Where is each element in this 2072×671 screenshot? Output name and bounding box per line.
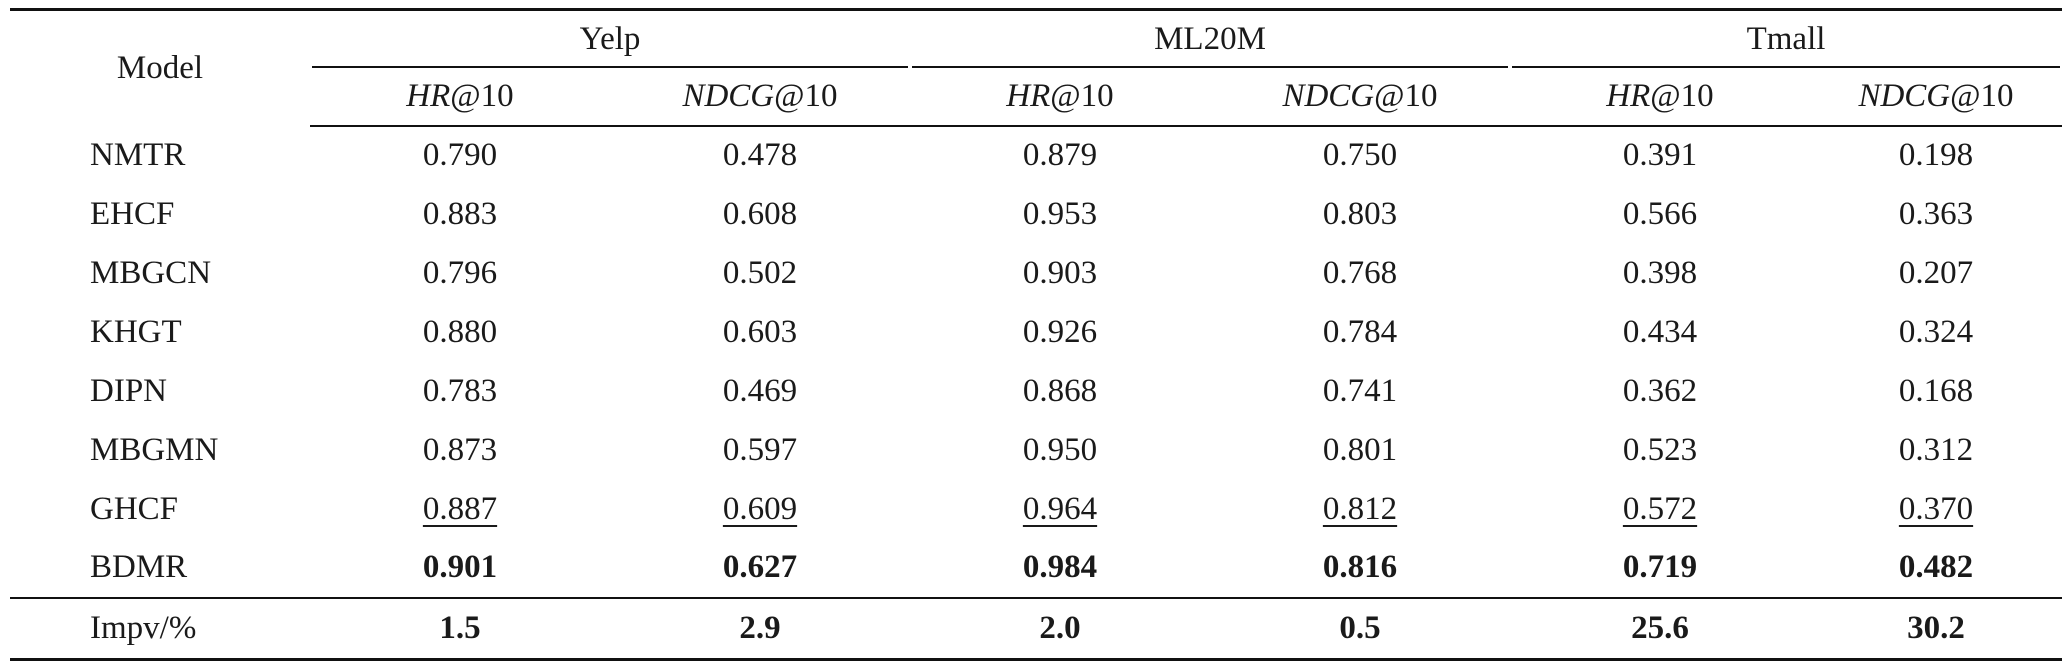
results-table: Model Yelp ML20M Tmall HR@10 NDCG@10 HR@10… <box>10 8 2062 661</box>
improvement-value: 2.9 <box>610 596 910 661</box>
table-cell: 0.796 <box>422 254 498 291</box>
table-cell: 0.482 <box>1898 549 1974 585</box>
table-cell: 0.627 <box>722 549 798 585</box>
dataset-header-tmall: Tmall <box>1510 8 2062 69</box>
table-body: NMTR 0.790 0.478 0.879 0.750 0.391 0.198 EHCF 0.… <box>10 126 2062 661</box>
table-cell: 0.207 <box>1898 254 1974 291</box>
table-cell: 0.572 <box>1622 490 1698 527</box>
table-cell: 0.603 <box>722 313 798 350</box>
table-cell: 0.868 <box>1022 372 1098 409</box>
table-cell: 0.502 <box>722 254 798 291</box>
dataset-header-row: Model Yelp ML20M Tmall <box>10 8 2062 126</box>
model-name: NMTR <box>90 136 186 173</box>
table-cell: 0.608 <box>722 195 798 232</box>
model-name: KHGT <box>90 313 182 350</box>
model-name: GHCF <box>90 490 179 527</box>
table-cell: 0.883 <box>422 195 498 232</box>
table-cell: 0.363 <box>1898 195 1974 232</box>
model-name: MBGMN <box>90 431 219 468</box>
dataset-header-ml20m: ML20M <box>910 8 1510 69</box>
metric-header: HR@10 <box>310 67 610 127</box>
table-cell: 0.879 <box>1022 137 1098 173</box>
metric-header-row: HR@10 NDCG@10 HR@10 NDCG@10 HR@10 NDCG@10 <box>10 67 2062 127</box>
table-cell: 0.597 <box>722 431 798 468</box>
improvement-value: 25.6 <box>1510 596 1810 661</box>
table-cell: 0.901 <box>422 549 498 585</box>
model-name: DIPN <box>90 372 168 409</box>
table-cell: 0.741 <box>1322 372 1398 409</box>
metric-header: HR@10 <box>910 67 1210 127</box>
table-cell: 0.816 <box>1322 549 1398 585</box>
improvement-value: 2.0 <box>910 596 1210 661</box>
table-cell: 0.790 <box>422 137 498 173</box>
metric-header: NDCG@10 <box>610 67 910 127</box>
model-name: BDMR <box>90 549 188 585</box>
table-row: NMTR 0.790 0.478 0.879 0.750 0.391 0.198 <box>10 126 2062 185</box>
table-row: DIPN 0.783 0.469 0.868 0.741 0.362 0.168 <box>10 362 2062 421</box>
table-cell: 0.880 <box>422 313 498 350</box>
improvement-value: 0.5 <box>1210 596 1510 661</box>
table-cell: 0.478 <box>722 137 798 173</box>
table-cell: 0.523 <box>1622 431 1698 468</box>
table-cell: 0.784 <box>1322 313 1398 350</box>
table-cell: 0.566 <box>1622 195 1698 232</box>
improvement-value: 30.2 <box>1810 596 2062 661</box>
table-cell: 0.903 <box>1022 254 1098 291</box>
table-cell: 0.312 <box>1898 431 1974 468</box>
table-cell: 0.984 <box>1022 549 1098 585</box>
table-cell: 0.362 <box>1622 372 1698 409</box>
table-cell: 0.469 <box>722 372 798 409</box>
model-name: EHCF <box>90 195 175 232</box>
table-cell: 0.964 <box>1022 490 1098 527</box>
table-row: MBGMN 0.873 0.597 0.950 0.801 0.523 0.312 <box>10 421 2062 480</box>
table-row: BDMR 0.901 0.627 0.984 0.816 0.719 0.482 <box>10 539 2062 598</box>
improvement-value: 1.5 <box>310 596 610 661</box>
metric-header: NDCG@10 <box>1210 67 1510 127</box>
table-cell: 0.370 <box>1898 490 1974 527</box>
metric-header: HR@10 <box>1510 67 1810 127</box>
metric-header: NDCG@10 <box>1810 67 2062 127</box>
table-cell: 0.719 <box>1622 549 1698 585</box>
dataset-header-yelp: Yelp <box>310 8 910 69</box>
table-row: KHGT 0.880 0.603 0.926 0.784 0.434 0.324 <box>10 303 2062 362</box>
table-cell: 0.953 <box>1022 195 1098 232</box>
table-cell: 0.812 <box>1322 490 1398 527</box>
table-cell: 0.783 <box>422 372 498 409</box>
model-header: Model <box>10 8 310 126</box>
table-row: GHCF 0.887 0.609 0.964 0.812 0.572 0.370 <box>10 480 2062 539</box>
table-cell: 0.750 <box>1322 137 1398 173</box>
table-row: MBGCN 0.796 0.502 0.903 0.768 0.398 0.207 <box>10 244 2062 303</box>
table-cell: 0.324 <box>1898 313 1974 350</box>
table-cell: 0.198 <box>1898 137 1974 173</box>
table-cell: 0.609 <box>722 490 798 527</box>
improvement-label: Impv/% <box>10 596 310 661</box>
table-cell: 0.168 <box>1898 372 1974 409</box>
improvement-row: Impv/% 1.5 2.9 2.0 0.5 25.6 30.2 <box>10 596 2062 661</box>
table-cell: 0.398 <box>1622 254 1698 291</box>
table-cell: 0.434 <box>1622 313 1698 350</box>
model-name: MBGCN <box>90 254 212 291</box>
table-cell: 0.768 <box>1322 254 1398 291</box>
table-cell: 0.801 <box>1322 431 1398 468</box>
table-cell: 0.887 <box>422 490 498 527</box>
table-cell: 0.391 <box>1622 137 1698 173</box>
table-cell: 0.926 <box>1022 313 1098 350</box>
table-row: EHCF 0.883 0.608 0.953 0.803 0.566 0.363 <box>10 185 2062 244</box>
table-cell: 0.950 <box>1022 431 1098 468</box>
table-cell: 0.873 <box>422 431 498 468</box>
table-cell: 0.803 <box>1322 195 1398 232</box>
